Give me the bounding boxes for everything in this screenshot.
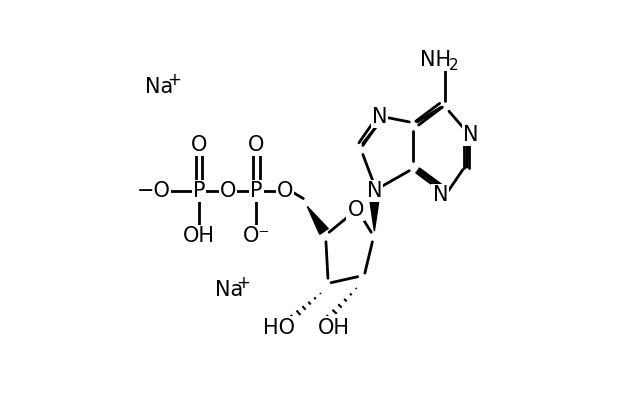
Text: O: O <box>348 200 364 220</box>
Text: −O: −O <box>136 181 170 200</box>
Text: N: N <box>463 125 479 145</box>
Polygon shape <box>369 196 380 231</box>
Text: N: N <box>372 107 387 127</box>
Text: +: + <box>237 274 250 292</box>
Text: HO: HO <box>263 318 295 337</box>
Text: 2: 2 <box>449 58 459 72</box>
Text: O: O <box>248 135 265 155</box>
Text: N: N <box>367 181 382 200</box>
Text: OH: OH <box>318 318 350 337</box>
Text: O: O <box>191 135 207 155</box>
Text: N: N <box>433 185 448 205</box>
Text: +: + <box>167 71 181 89</box>
Text: Na: Na <box>145 77 173 97</box>
Text: O⁻: O⁻ <box>243 226 270 246</box>
Text: OH: OH <box>183 226 215 246</box>
Text: P: P <box>193 181 205 200</box>
Polygon shape <box>307 207 328 234</box>
Text: O: O <box>220 181 236 200</box>
Text: NH: NH <box>420 50 451 70</box>
Text: O: O <box>277 181 293 200</box>
Text: P: P <box>250 181 263 200</box>
Text: Na: Na <box>215 280 243 300</box>
